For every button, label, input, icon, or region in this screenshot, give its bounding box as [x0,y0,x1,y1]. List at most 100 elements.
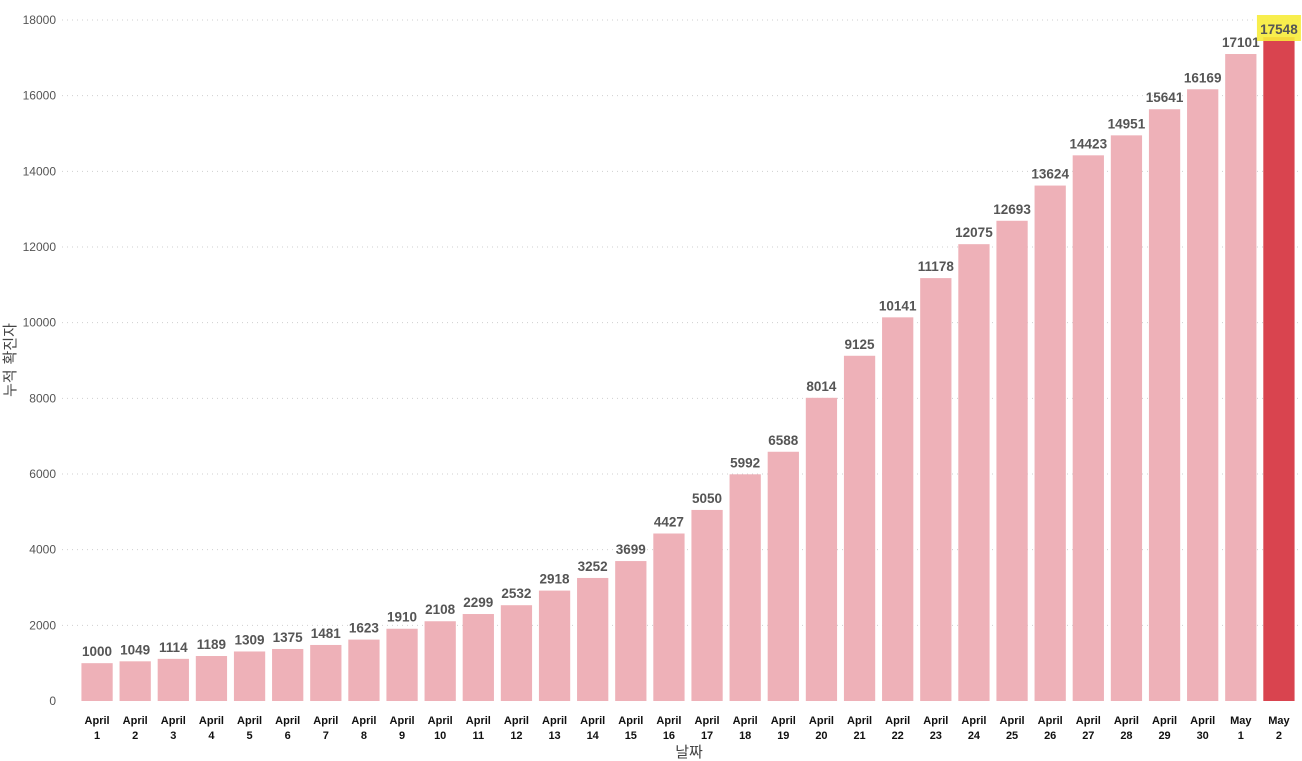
x-tick-label-month: April [1000,715,1025,727]
bar [119,661,151,701]
bar [157,658,189,701]
data-label: 12693 [993,202,1031,217]
data-label: 11178 [918,259,955,274]
x-tick-label-day: 22 [892,730,904,742]
x-tick-label-month: April [275,715,300,727]
data-label: 2299 [463,595,493,610]
x-tick-label-day: 9 [399,730,405,742]
bar [500,605,533,701]
x-tick-label-day: 3 [170,730,176,742]
data-label: 1623 [349,621,380,636]
x-tick-label-month: April [504,715,529,727]
x-tick-label-day: 2 [1276,730,1282,742]
x-tick-label-day: 24 [968,730,981,742]
x-tick-label-day: 25 [1006,730,1018,742]
x-tick-label-month: April [1114,715,1139,727]
x-tick-label-month: April [542,715,567,727]
x-tick-label-month: April [580,715,605,727]
data-label: 1309 [235,632,265,647]
bar [195,656,228,701]
x-tick-label-day: 4 [208,730,215,742]
x-tick-label-day: 18 [739,730,751,742]
bar [1187,89,1219,702]
x-tick-label-month: April [313,715,338,727]
bar [577,577,609,701]
x-tick-label-month: April [695,715,720,727]
bar [1263,37,1295,702]
x-tick-label-day: 8 [361,730,367,742]
data-label: 5050 [692,491,722,506]
data-label: 6588 [768,433,799,448]
y-tick-label: 10000 [23,316,57,330]
x-tick-label-month: April [1190,715,1215,727]
data-label: 13624 [1031,167,1069,182]
data-label: 3252 [578,559,608,574]
data-label: 2532 [501,586,531,601]
bar [1225,54,1257,702]
x-tick-label-month: April [466,715,491,727]
bar [81,663,113,701]
x-tick-label-day: 1 [94,730,100,742]
x-tick-label-month: April [847,715,872,727]
bar [729,474,761,701]
x-tick-label-day: 13 [548,730,560,742]
x-axis-title: 날짜 [675,743,703,761]
y-tick-label: 2000 [29,618,56,632]
y-axis-title: 누적 확진자 [1,323,19,397]
data-label: 5992 [730,455,760,470]
x-tick-label-month: April [161,715,186,727]
x-tick-label-day: 27 [1082,730,1094,742]
bar [386,628,418,701]
data-label: 2108 [425,602,456,617]
x-tick-label-month: April [351,715,376,727]
x-tick-label-month: April [85,715,110,727]
x-tick-label-month: April [923,715,948,727]
x-tick-label-month: April [199,715,224,727]
x-tick-label-day: 29 [1158,730,1170,742]
data-label: 17101 [1222,35,1260,50]
data-label: 8014 [806,379,837,394]
bar [843,355,876,701]
data-label: 1114 [159,640,188,655]
bar [615,561,647,701]
x-tick-label-day: 20 [815,730,827,742]
x-tick-label-month: April [771,715,796,727]
bar [1034,185,1066,702]
x-tick-label-day: 16 [663,730,675,742]
x-tick-label-day: 23 [930,730,942,742]
data-label: 1481 [311,626,342,641]
x-tick-label-month: April [123,715,148,727]
data-label: 12075 [955,225,993,240]
x-tick-label-day: 19 [777,730,789,742]
x-tick-label-month: April [733,715,758,727]
x-tick-label-day: 10 [434,730,446,742]
x-tick-label-month: April [1152,715,1177,727]
y-tick-label: 8000 [29,391,56,405]
data-label: 1189 [197,637,226,652]
x-tick-label-month: April [885,715,910,727]
x-tick-label-day: 30 [1197,730,1209,742]
x-tick-label-month: May [1230,715,1252,727]
x-tick-label-day: 1 [1238,730,1244,742]
bar [462,614,494,701]
x-tick-label-month: April [1076,715,1101,727]
x-tick-label-day: 6 [285,730,291,742]
bar [767,451,799,701]
x-tick-label-month: April [428,715,453,727]
x-tick-label-day: 15 [625,730,637,742]
data-label: 16169 [1184,70,1222,85]
bar [1148,109,1181,701]
data-label: 3699 [616,542,646,557]
x-tick-label-day: 17 [701,730,713,742]
x-tick-label-month: April [961,715,986,727]
data-label: 1000 [82,644,112,659]
y-axis-ticks: 0 2000 4000 6000 8000 10000 12000 14000 16000 180… [23,13,57,708]
x-axis-ticks: April 1 April 2 April 3 April 4 April 5 April 6 Apri… [85,715,1291,742]
x-tick-label-day: 12 [510,730,522,742]
data-label: 14423 [1070,136,1108,151]
bar [424,621,456,701]
x-tick-label-month: April [618,715,643,727]
bar [348,639,380,701]
data-label: 2918 [540,572,571,587]
data-label: 17548 [1260,22,1298,37]
